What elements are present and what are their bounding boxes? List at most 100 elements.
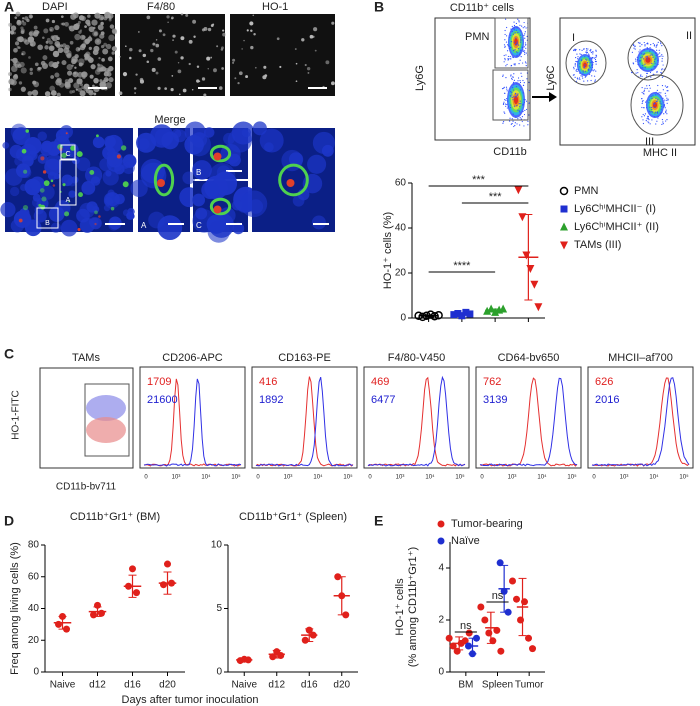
event (654, 113, 656, 115)
event (637, 63, 639, 66)
axis-tick-label: 0 (368, 475, 372, 481)
signal (78, 62, 83, 67)
event (663, 101, 665, 103)
signal (264, 142, 274, 152)
signal (276, 37, 280, 41)
signal (39, 66, 42, 70)
event (646, 85, 648, 87)
signal (42, 55, 48, 61)
event (520, 30, 522, 32)
event (661, 54, 663, 56)
event (527, 124, 529, 126)
signal (234, 77, 237, 80)
event (591, 69, 593, 71)
event (521, 75, 523, 77)
signal (56, 92, 61, 97)
signal (79, 217, 95, 233)
data-point (133, 589, 140, 597)
event (508, 106, 510, 108)
axis-tick-label: 10³ (284, 475, 293, 481)
signal (32, 193, 41, 202)
signal (295, 80, 298, 83)
data-point (445, 634, 453, 642)
inset-label: A (66, 197, 71, 204)
event (586, 62, 589, 64)
signal (29, 40, 36, 47)
signal (47, 171, 57, 181)
signal (48, 40, 53, 45)
event (582, 71, 584, 73)
signal (97, 24, 104, 31)
data-point (461, 637, 469, 645)
event (518, 20, 520, 22)
event (511, 25, 513, 28)
y-tick-label: 0 (400, 313, 406, 324)
signal (307, 71, 310, 74)
axis-tick-label: 10⁴ (425, 474, 435, 481)
event (656, 112, 659, 114)
signal (237, 81, 240, 85)
histogram-blue (591, 377, 690, 467)
event (504, 92, 506, 94)
signal (18, 218, 23, 223)
event (519, 39, 522, 41)
event (588, 73, 591, 75)
event (502, 75, 504, 77)
legend-marker (437, 537, 445, 545)
event (660, 108, 662, 110)
signal (81, 35, 86, 40)
event (636, 59, 638, 61)
x-tick-label: d12 (268, 680, 285, 691)
event (583, 80, 585, 82)
event (654, 52, 657, 54)
event (657, 117, 659, 119)
axis-tick-label: 10⁴ (649, 474, 659, 481)
event (640, 74, 642, 76)
signal (10, 25, 17, 31)
chart-title: CD11b⁺Gr1⁺ (BM) (70, 511, 160, 523)
histogram-title: F4/80-V450 (388, 352, 445, 364)
y-tick-label: 10 (211, 540, 223, 551)
event (641, 75, 643, 78)
event (590, 79, 592, 82)
event (519, 117, 521, 119)
event (643, 115, 646, 117)
signal (114, 163, 125, 175)
signal (250, 29, 253, 33)
event (510, 75, 512, 77)
signal (231, 199, 243, 211)
event (657, 59, 659, 61)
cell (209, 197, 232, 216)
event (521, 46, 523, 48)
signal (34, 62, 39, 67)
event (592, 70, 594, 72)
axis-tick-label: 10⁴ (313, 474, 323, 481)
event (660, 71, 662, 74)
signal (55, 35, 59, 39)
signal (122, 161, 135, 175)
inset-box (60, 144, 76, 160)
event (641, 44, 643, 46)
event (511, 76, 514, 78)
event (642, 67, 644, 69)
signal (101, 45, 105, 49)
event (504, 46, 506, 48)
event (506, 50, 509, 52)
signal (81, 43, 86, 49)
x-tick-label: d20 (333, 680, 350, 691)
signal (19, 61, 25, 68)
event (649, 123, 651, 125)
micrograph (120, 14, 225, 96)
signal (48, 45, 55, 52)
signal (87, 14, 91, 18)
signal (157, 57, 162, 61)
event (505, 35, 508, 37)
event (662, 123, 664, 125)
event (648, 119, 650, 121)
event (661, 84, 664, 87)
event (657, 84, 659, 87)
event (587, 80, 589, 82)
axis-label: HO-1-FITC (11, 390, 22, 439)
event (505, 41, 508, 43)
event (518, 103, 520, 105)
